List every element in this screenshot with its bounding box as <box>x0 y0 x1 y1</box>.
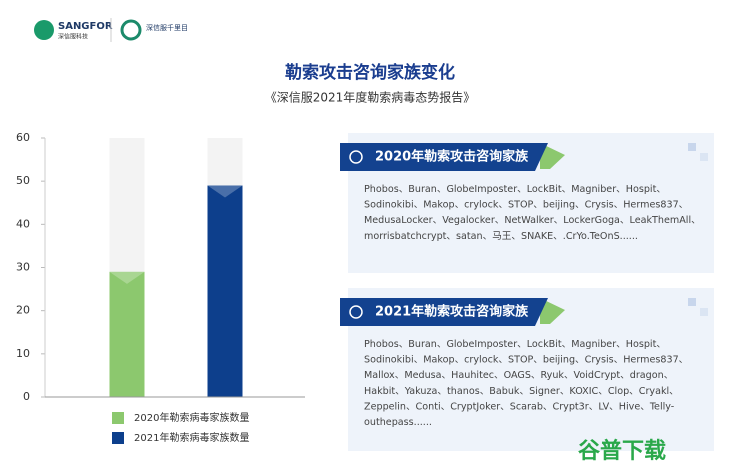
brand: SANGFOR <box>58 21 113 32</box>
panel-deco <box>700 308 708 316</box>
product-icon <box>120 19 142 41</box>
panel-ribbon <box>340 143 548 171</box>
panel-deco <box>688 143 696 151</box>
panel-title: 2020年勒索攻击咨询家族 <box>375 149 529 165</box>
y-tick-label: 0 <box>23 390 30 403</box>
panel-ribbon-tail <box>540 298 565 324</box>
panel-line: MedusaLocker、Vegalocker、NetWalker、Locker… <box>364 215 701 226</box>
legend-swatch <box>112 412 124 424</box>
panel-line: Phobos、Buran、GlobeImposter、LockBit、Magni… <box>364 184 666 195</box>
bar-cap <box>109 271 145 284</box>
bar <box>207 185 243 397</box>
watermark: 谷普下载 <box>578 438 666 464</box>
panel-icon <box>349 150 363 164</box>
panel-line: Hakbit、Yakuza、thanos、Babuk、Signer、KOXIC、… <box>364 386 679 397</box>
y-tick-label: 30 <box>16 261 30 274</box>
subtitle: 《深信服2021年度勒索病毒态势报告》 <box>265 90 476 105</box>
y-tick-label: 20 <box>16 304 30 317</box>
brand-cn: 深信服科技 <box>58 33 88 41</box>
y-tick-label: 60 <box>16 131 30 144</box>
y-tick-label: 40 <box>16 217 30 230</box>
panel-line: Sodinokibi、Makop、crylock、STOP、beijing、Cr… <box>364 200 688 211</box>
bar-cap <box>207 185 243 198</box>
y-tick-label: 10 <box>16 347 30 360</box>
panel-line: Zeppelin、Conti、CryptJoker、Scarab、Crypt3r… <box>364 401 674 412</box>
panel-line: morrisbatchcrypt、satan、马王、SNAKE、.CrYo.Te… <box>364 231 638 242</box>
panel-line: Mallox、Medusa、Hauhitec、OAGS、Ryuk、VoidCry… <box>364 370 673 381</box>
logo-icon <box>34 20 54 40</box>
panel-deco <box>688 298 696 306</box>
panel-ribbon <box>340 298 548 326</box>
legend-label: 2021年勒索病毒家族数量 <box>134 431 249 444</box>
panel-deco <box>700 153 708 161</box>
panel-title: 2021年勒索攻击咨询家族 <box>375 304 529 320</box>
y-tick-label: 50 <box>16 174 30 187</box>
panels: 2020年勒索攻击咨询家族 Phobos、Buran、GlobeImposter、… <box>340 133 714 451</box>
product: 深信服千里目 <box>146 23 188 32</box>
title: 勒索攻击咨询家族变化 <box>285 62 455 83</box>
panel-ribbon-tail <box>540 143 565 169</box>
panel-icon <box>349 305 363 319</box>
legend-label: 2020年勒索病毒家族数量 <box>134 411 249 424</box>
chart: 0 10 20 30 40 50 60 2020年勒索病毒家族数量 2021年勒索病毒家族数量 <box>16 131 305 444</box>
panel-line: outhepass...... <box>364 417 432 428</box>
panel-line: Phobos、Buran、GlobeImposter、LockBit、Magni… <box>364 339 666 350</box>
legend-swatch <box>112 432 124 444</box>
bar <box>109 271 145 397</box>
panel-line: Sodinokibi、Makop、crylock、STOP、beijing、Cr… <box>364 355 688 366</box>
